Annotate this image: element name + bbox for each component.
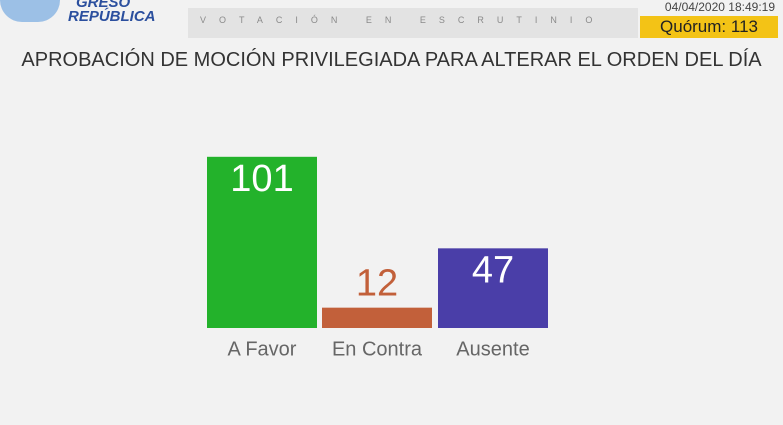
chart-title: APROBACIÓN DE MOCIÓN PRIVILEGIADA PARA A… (21, 49, 762, 71)
bar (207, 156, 317, 328)
timestamp: 04/04/2020 18:49:19 (664, 0, 775, 14)
logo-line: GRESO (76, 0, 131, 11)
status-bar: VOTACIÓN EN ESCRUTINIO (188, 8, 638, 38)
quorum: Quórum: 113 (640, 16, 778, 38)
category-label: Ausente (456, 338, 529, 360)
value-label: 12 (356, 263, 398, 305)
category-label: A Favor (228, 338, 297, 360)
category-label: En Contra (332, 338, 423, 360)
logo: GRESO REPÚBLICA (20, 0, 156, 24)
value-label: 47 (472, 249, 514, 291)
logo-icon (0, 0, 60, 22)
bar (438, 248, 548, 328)
value-label: 101 (230, 158, 293, 200)
logo-line: REPÚBLICA (68, 8, 156, 25)
bar (322, 307, 432, 328)
